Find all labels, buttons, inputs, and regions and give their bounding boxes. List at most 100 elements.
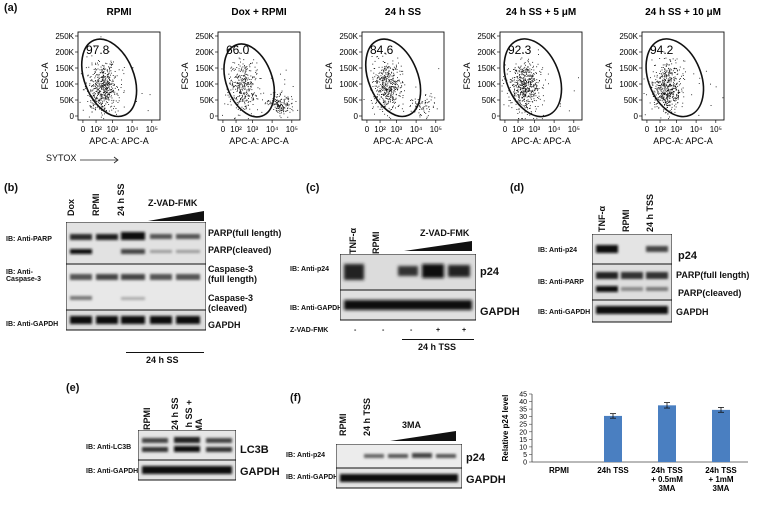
band-label-p24-d: p24 (678, 250, 697, 262)
flow-x-tick: 10² (90, 125, 102, 134)
flow-x-axis-label: APC-A: APC-A (511, 136, 571, 146)
flow-x-tick: 0 (81, 125, 86, 134)
flow-x-tick: 10² (654, 125, 666, 134)
flow-x-tick: 10⁴ (126, 125, 139, 134)
flow-x-tick: 0 (645, 125, 650, 134)
band-label-gapdh-e: GAPDH (240, 466, 280, 478)
flow-y-tick: 50K (60, 96, 75, 105)
flow-x-tick: 10⁴ (266, 125, 279, 134)
flow-y-tick: 50K (200, 96, 215, 105)
flow-plot-1: RPMI 97.8 250K 200K 150K 100K 50K 0 FSC-A 0 10² 10³… (40, 7, 161, 146)
flow-y-tick: 0 (492, 112, 497, 121)
flow-x-tick: 10³ (391, 125, 403, 134)
bar-y-tick: 45 (519, 392, 527, 399)
flow-y-tick: 250K (619, 32, 638, 41)
flow-gate-percent: 97.8 (86, 43, 110, 57)
flow-y-tick: 0 (70, 112, 75, 121)
flow-y-axis-label: FSC-A (180, 63, 190, 90)
bar-y-tick: 15 (519, 437, 527, 444)
flow-y-tick: 100K (55, 80, 74, 89)
flow-gate-ellipse (80, 38, 138, 118)
flow-y-tick: 250K (339, 32, 358, 41)
flow-y-tick: 200K (619, 48, 638, 57)
bar-y-tick: 5 (523, 452, 527, 459)
flow-y-tick: 100K (619, 80, 638, 89)
flow-y-tick: 0 (354, 112, 359, 121)
flow-x-axis-label: APC-A: APC-A (229, 136, 289, 146)
flow-y-tick: 100K (477, 80, 496, 89)
lane-label-tnf: TNF-α (348, 227, 358, 254)
flow-x-tick: 10⁵ (430, 125, 442, 134)
panel-b-blot (66, 222, 206, 331)
band-label-lc3b: LC3B (240, 444, 269, 456)
flow-y-tick: 250K (195, 32, 214, 41)
3ma-label: 3MA (402, 420, 422, 430)
ib-label-anti-p24-f: IB: Anti-p24 (286, 452, 326, 459)
panel-f-blot (336, 444, 462, 489)
zvad-sign-1: - (354, 327, 357, 334)
flow-plot-5: 24 h SS + 10 μM 94.2 250K 200K 150K 100K 50K 0 F… (604, 7, 725, 146)
band-label-p24-f: p24 (466, 452, 485, 464)
flow-gate-percent: 84.6 (370, 43, 394, 57)
flow-gate-ellipse (364, 38, 422, 118)
lane-label-rpmi-d: RPMI (621, 209, 631, 233)
flow-plot-3: 24 h SS 84.6 250K 200K 150K 100K 50K 0 FSC-A 0 10²… (324, 7, 445, 146)
lane-label-rpmi-e: RPMI (142, 407, 152, 431)
lane-label-24h-ss: 24 h SS (116, 183, 126, 216)
zvad-sign-5: + (462, 327, 467, 334)
band-label-gapdh-c: GAPDH (480, 306, 520, 318)
bar-category-label: RPMI (549, 466, 569, 475)
bar-y-tick: 40 (519, 399, 527, 406)
flow-plot-frame (361, 31, 445, 121)
sytox-arrow-icon (80, 156, 119, 164)
flow-plot-title: RPMI (107, 7, 132, 18)
flow-plot-2: Dox + RPMI 66.0 250K 200K 150K 100K 50K 0 FSC-A 0… (180, 7, 301, 146)
flow-y-tick: 200K (477, 48, 496, 57)
flow-x-tick: 10³ (107, 125, 119, 134)
flow-gate-percent: 92.3 (508, 43, 532, 57)
flow-x-tick: 10⁴ (410, 125, 423, 134)
bar-y-tick: 30 (519, 414, 527, 421)
flow-gate-ellipse (503, 38, 563, 118)
flow-y-tick: 0 (210, 112, 215, 121)
panel-a-letter: (a) (4, 2, 18, 14)
ib-label-anti-gapdh-f: IB: Anti-GAPDH (286, 474, 339, 481)
flow-y-tick: 200K (55, 48, 74, 57)
lane-label-24h-tss-d: 24 h TSS (645, 193, 655, 232)
lane-label-rpmi-c: RPMI (371, 231, 381, 255)
flow-x-tick: 10⁵ (146, 125, 158, 134)
flow-y-tick: 200K (195, 48, 214, 57)
flow-plot-events (501, 49, 579, 120)
bar-category-label: 24h TSS + 1mM 3MA (705, 466, 737, 493)
flow-y-tick: 150K (477, 64, 496, 73)
panel-d-blot (592, 234, 672, 323)
flow-plot-title: 24 h SS (385, 7, 421, 18)
bar-category-label: 24h TSS + 0.5mM 3MA (651, 466, 683, 493)
ib-label-anti-gapdh-e: IB: Anti-GAPDH (86, 468, 139, 475)
flow-y-tick: 150K (619, 64, 638, 73)
flow-y-tick: 50K (344, 96, 359, 105)
flow-y-tick: 150K (55, 64, 74, 73)
bar-3 (658, 405, 676, 462)
band-label-parp-full-d: PARP(full length) (676, 270, 750, 280)
ib-label-anti-parp: IB: Anti-PARP (6, 236, 52, 243)
panel-c-letter: (c) (306, 182, 320, 194)
flow-plot-events (363, 53, 440, 120)
panel-b-footer-line (126, 352, 204, 353)
zvad-label: Z-VAD-FMK (148, 198, 198, 208)
panel-c-footer: 24 h TSS (418, 342, 457, 352)
zvad-label-c: Z-VAD-FMK (420, 228, 470, 238)
flow-plot-4: 24 h SS + 5 μM 92.3 250K 200K 150K 100K 50K 0 FS… (462, 7, 583, 146)
flow-gate-ellipse (645, 38, 705, 118)
zvad-sign-2: - (382, 327, 385, 334)
flow-x-tick: 10⁴ (690, 125, 703, 134)
flow-x-tick: 10⁵ (710, 125, 722, 134)
flow-x-axis-label: APC-A: APC-A (373, 136, 433, 146)
flow-y-axis-label: FSC-A (604, 63, 614, 90)
flow-gate-percent: 94.2 (650, 43, 674, 57)
flow-x-tick: 0 (503, 125, 508, 134)
bar-y-tick: 35 (519, 407, 527, 414)
panel-c-blot (340, 254, 476, 321)
band-label-parp-cleaved: PARP(cleaved) (208, 245, 272, 255)
